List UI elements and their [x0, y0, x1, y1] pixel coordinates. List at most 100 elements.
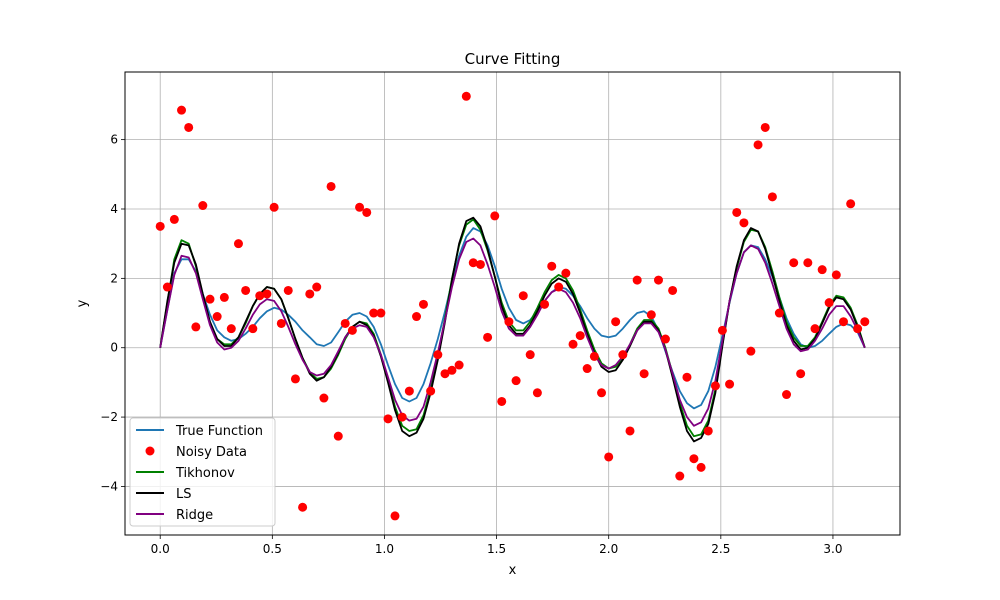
data-point	[447, 365, 457, 375]
x-axis-label: x	[509, 563, 517, 578]
data-point	[212, 312, 222, 322]
data-point	[219, 292, 229, 302]
data-point	[169, 214, 179, 224]
data-point	[846, 199, 856, 209]
data-point	[782, 390, 792, 400]
data-point	[611, 317, 621, 327]
data-point	[753, 140, 763, 150]
data-point	[262, 289, 272, 299]
x-tick-label: 1.0	[375, 542, 394, 556]
data-point	[682, 372, 692, 382]
x-tick-label: 2.5	[711, 542, 730, 556]
data-point	[824, 298, 834, 308]
data-point	[461, 91, 471, 101]
y-tick-label: −4	[100, 479, 118, 493]
data-point	[283, 285, 293, 295]
data-point	[597, 388, 607, 398]
data-point	[497, 396, 507, 406]
data-point	[355, 202, 365, 212]
x-tick-label: 0.0	[151, 542, 170, 556]
data-point	[454, 360, 464, 370]
legend-label-ridge: Ridge	[176, 508, 213, 523]
data-point	[184, 122, 194, 132]
data-point	[383, 414, 393, 424]
data-point	[838, 317, 848, 327]
data-point	[362, 207, 372, 217]
data-point	[475, 259, 485, 269]
data-point	[369, 308, 379, 318]
data-point	[276, 318, 286, 328]
legend: True Function Noisy Data Tikhonov LS Ridge	[129, 417, 276, 527]
series-line-ls	[159, 216, 866, 443]
data-point	[468, 258, 478, 268]
y-axis-label: y	[75, 299, 90, 307]
chart-title: Curve Fitting	[465, 50, 561, 68]
plot-frame	[124, 71, 901, 536]
data-point	[660, 334, 670, 344]
data-point	[582, 364, 592, 374]
data-point	[831, 270, 841, 280]
data-point	[653, 275, 663, 285]
data-point	[333, 431, 343, 441]
data-point	[675, 471, 685, 481]
data-point	[312, 282, 322, 292]
x-axis: 0.0 0.5 1.0 1.5 2.0 2.5 3.0	[151, 535, 842, 556]
legend-box	[129, 417, 276, 527]
data-point	[739, 218, 749, 228]
data-point	[540, 299, 550, 309]
legend-label-true-function: True Function	[175, 424, 263, 439]
data-point	[668, 285, 678, 295]
data-point	[177, 105, 187, 115]
legend-label-ls: LS	[176, 487, 192, 502]
data-point	[162, 282, 172, 292]
data-point	[319, 393, 329, 403]
data-point	[412, 312, 422, 322]
legend-label-tikhonov: Tikhonov	[175, 466, 235, 481]
data-point	[397, 412, 407, 422]
data-point	[298, 502, 308, 512]
data-point	[248, 324, 258, 334]
y-tick-label: 4	[110, 202, 118, 216]
data-point	[433, 350, 443, 360]
data-point	[767, 192, 777, 202]
data-point	[789, 258, 799, 268]
data-point	[803, 258, 813, 268]
data-point	[639, 369, 649, 379]
data-point	[853, 324, 863, 334]
data-point	[689, 454, 699, 464]
y-tick-label: −2	[100, 410, 118, 424]
x-tick-label: 0.5	[263, 542, 282, 556]
scatter-layer	[155, 91, 870, 521]
data-point	[632, 275, 642, 285]
data-point	[774, 308, 784, 318]
legend-label-noisy-data: Noisy Data	[176, 445, 247, 460]
data-point	[646, 310, 656, 320]
data-point	[241, 285, 251, 295]
data-point	[504, 317, 514, 327]
series-layer	[159, 216, 866, 443]
legend-swatch-noisy-data	[145, 446, 155, 456]
data-point	[191, 322, 201, 332]
data-point	[532, 388, 542, 398]
data-point	[404, 386, 414, 396]
data-point	[760, 122, 770, 132]
data-point	[710, 381, 720, 391]
data-point	[326, 181, 336, 191]
data-point	[817, 265, 827, 275]
data-point	[518, 291, 528, 301]
data-point	[155, 221, 165, 231]
data-point	[554, 282, 564, 292]
data-point	[575, 331, 585, 341]
data-point	[205, 294, 215, 304]
data-point	[269, 202, 279, 212]
data-point	[347, 325, 357, 335]
data-point	[618, 350, 628, 360]
data-point	[561, 268, 571, 278]
x-tick-label: 3.0	[823, 542, 842, 556]
data-point	[589, 351, 599, 361]
data-point	[525, 350, 535, 360]
data-point	[440, 369, 450, 379]
x-tick-label: 2.0	[599, 542, 618, 556]
data-point	[810, 324, 820, 334]
data-point	[703, 426, 713, 436]
